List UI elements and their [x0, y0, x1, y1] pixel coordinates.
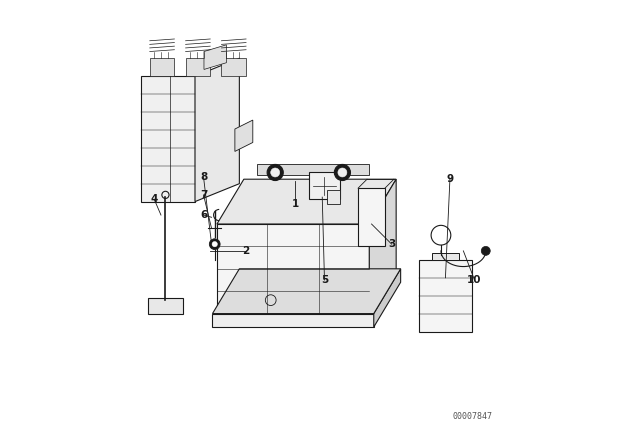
Polygon shape: [195, 58, 239, 202]
Polygon shape: [374, 269, 401, 327]
Polygon shape: [212, 314, 374, 327]
Text: 00007847: 00007847: [452, 412, 492, 421]
Circle shape: [212, 241, 218, 247]
Polygon shape: [419, 260, 472, 332]
Circle shape: [267, 164, 284, 181]
Polygon shape: [141, 76, 195, 202]
Text: 2: 2: [243, 246, 250, 256]
Polygon shape: [257, 164, 369, 175]
Circle shape: [338, 168, 347, 177]
Polygon shape: [186, 58, 210, 76]
Circle shape: [334, 164, 351, 181]
Text: 10: 10: [467, 275, 482, 285]
Text: 4: 4: [150, 194, 158, 204]
Polygon shape: [148, 298, 184, 314]
Polygon shape: [432, 253, 459, 260]
Text: 9: 9: [446, 174, 454, 184]
Polygon shape: [369, 179, 396, 314]
Text: 5: 5: [321, 275, 328, 285]
Polygon shape: [327, 190, 340, 204]
Polygon shape: [204, 45, 227, 69]
Polygon shape: [221, 58, 246, 76]
Text: 7: 7: [200, 190, 207, 200]
Text: 3: 3: [388, 239, 396, 249]
Polygon shape: [217, 224, 369, 314]
Circle shape: [209, 239, 220, 250]
Polygon shape: [358, 188, 385, 246]
Polygon shape: [235, 120, 253, 151]
Polygon shape: [212, 269, 401, 314]
Text: 6: 6: [200, 210, 207, 220]
Text: 8: 8: [200, 172, 207, 182]
Polygon shape: [217, 179, 396, 224]
Circle shape: [481, 246, 490, 255]
Text: 1: 1: [292, 199, 299, 209]
Polygon shape: [309, 172, 340, 199]
Polygon shape: [150, 58, 175, 76]
Circle shape: [271, 168, 280, 177]
